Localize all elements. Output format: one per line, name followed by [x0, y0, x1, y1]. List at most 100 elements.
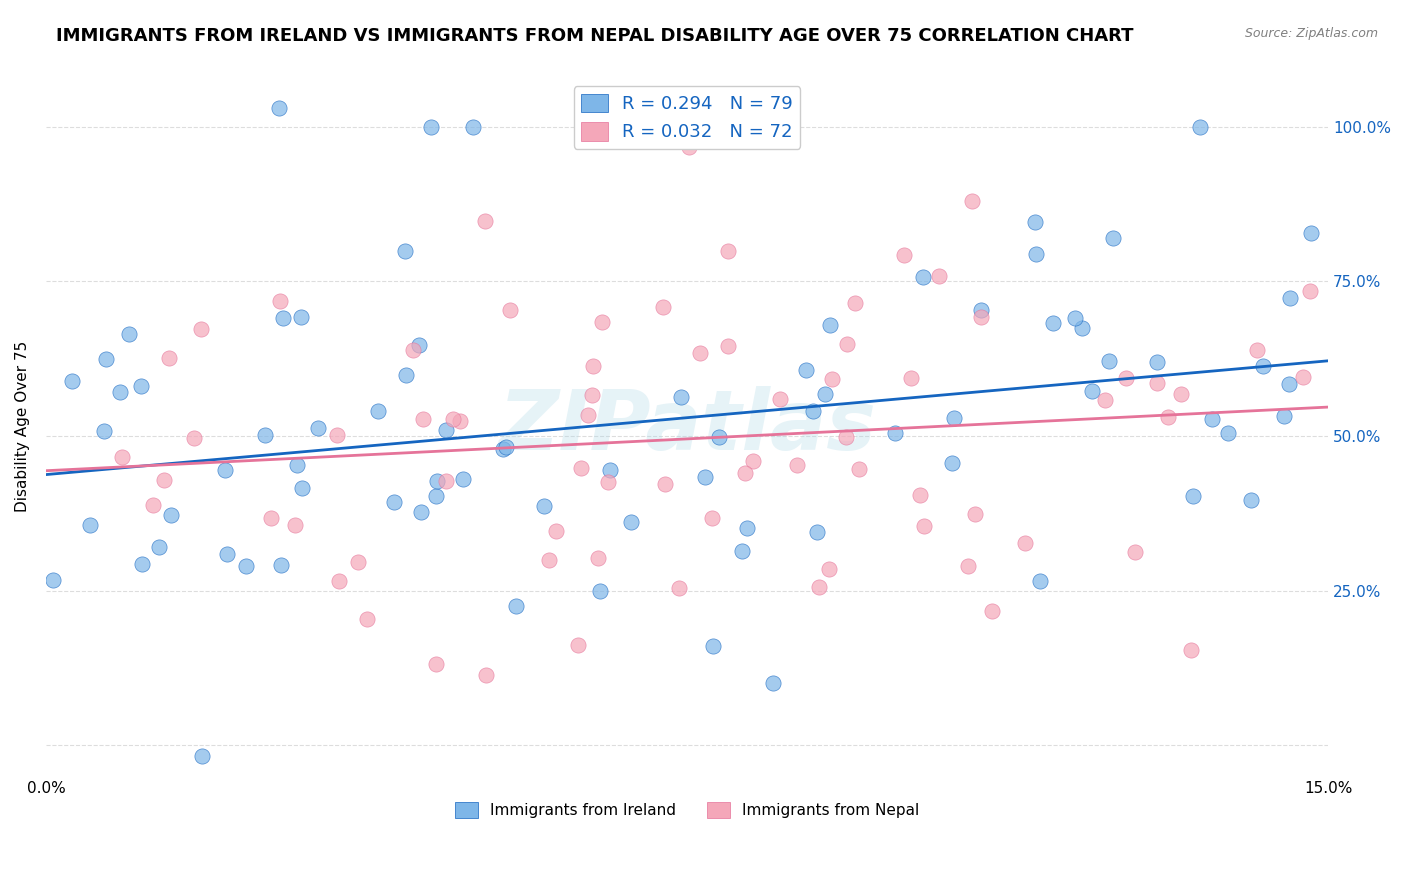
R = 0.294   N = 79: [1278, 377, 1301, 392]
R = 0.294   N = 79: [1024, 215, 1046, 229]
R = 0.032   N = 72: [111, 450, 134, 464]
R = 0.032   N = 72: [1123, 545, 1146, 559]
R = 0.294   N = 79: [1239, 492, 1261, 507]
Text: IMMIGRANTS FROM IRELAND VS IMMIGRANTS FROM NEPAL DISABILITY AGE OVER 75 CORRELAT: IMMIGRANTS FROM IRELAND VS IMMIGRANTS FR…: [56, 27, 1133, 45]
R = 0.032   N = 72: [962, 194, 984, 208]
R = 0.032   N = 72: [591, 316, 613, 330]
R = 0.032   N = 72: [981, 604, 1004, 618]
R = 0.032   N = 72: [588, 550, 610, 565]
R = 0.294   N = 79: [93, 424, 115, 438]
R = 0.032   N = 72: [837, 337, 859, 351]
R = 0.294   N = 79: [129, 379, 152, 393]
R = 0.032   N = 72: [142, 498, 165, 512]
R = 0.032   N = 72: [598, 475, 620, 489]
R = 0.294   N = 79: [1301, 226, 1323, 240]
R = 0.032   N = 72: [835, 430, 858, 444]
R = 0.294   N = 79: [1216, 426, 1239, 441]
R = 0.294   N = 79: [215, 547, 238, 561]
R = 0.294   N = 79: [118, 326, 141, 341]
R = 0.032   N = 72: [963, 508, 986, 522]
R = 0.032   N = 72: [537, 553, 560, 567]
R = 0.294   N = 79: [94, 351, 117, 366]
R = 0.294   N = 79: [214, 463, 236, 477]
R = 0.032   N = 72: [157, 351, 180, 365]
R = 0.032   N = 72: [654, 477, 676, 491]
R = 0.294   N = 79: [806, 525, 828, 540]
R = 0.032   N = 72: [908, 488, 931, 502]
R = 0.032   N = 72: [441, 412, 464, 426]
R = 0.294   N = 79: [131, 557, 153, 571]
R = 0.294   N = 79: [419, 120, 441, 134]
R = 0.032   N = 72: [1180, 643, 1202, 657]
R = 0.294   N = 79: [969, 302, 991, 317]
R = 0.032   N = 72: [957, 559, 980, 574]
R = 0.032   N = 72: [1115, 371, 1137, 385]
R = 0.032   N = 72: [402, 343, 425, 357]
R = 0.032   N = 72: [1014, 536, 1036, 550]
R = 0.032   N = 72: [818, 562, 841, 576]
R = 0.032   N = 72: [567, 638, 589, 652]
R = 0.294   N = 79: [505, 599, 527, 614]
R = 0.032   N = 72: [581, 388, 603, 402]
R = 0.032   N = 72: [581, 359, 603, 373]
R = 0.032   N = 72: [434, 474, 457, 488]
R = 0.294   N = 79: [408, 337, 430, 351]
R = 0.294   N = 79: [735, 521, 758, 535]
R = 0.294   N = 79: [912, 270, 935, 285]
R = 0.294   N = 79: [271, 310, 294, 325]
R = 0.294   N = 79: [160, 508, 183, 523]
R = 0.032   N = 72: [1246, 343, 1268, 358]
R = 0.294   N = 79: [42, 573, 65, 587]
R = 0.294   N = 79: [60, 374, 83, 388]
R = 0.032   N = 72: [269, 294, 291, 309]
R = 0.294   N = 79: [533, 499, 555, 513]
R = 0.032   N = 72: [190, 322, 212, 336]
R = 0.294   N = 79: [395, 368, 418, 382]
R = 0.294   N = 79: [589, 584, 612, 599]
R = 0.294   N = 79: [820, 318, 842, 332]
R = 0.032   N = 72: [651, 300, 673, 314]
R = 0.294   N = 79: [291, 481, 314, 495]
R = 0.032   N = 72: [689, 346, 711, 360]
R = 0.032   N = 72: [284, 517, 307, 532]
R = 0.294   N = 79: [79, 518, 101, 533]
R = 0.032   N = 72: [1292, 370, 1315, 384]
R = 0.294   N = 79: [1182, 489, 1205, 503]
R = 0.294   N = 79: [1188, 120, 1211, 134]
R = 0.294   N = 79: [269, 102, 291, 116]
Text: ZIPatlas: ZIPatlas: [498, 386, 876, 467]
R = 0.294   N = 79: [1080, 384, 1102, 398]
R = 0.294   N = 79: [425, 490, 447, 504]
R = 0.294   N = 79: [1272, 409, 1295, 423]
R = 0.032   N = 72: [328, 574, 350, 589]
R = 0.032   N = 72: [912, 519, 935, 533]
R = 0.032   N = 72: [499, 303, 522, 318]
R = 0.032   N = 72: [347, 555, 370, 569]
R = 0.294   N = 79: [434, 423, 457, 437]
R = 0.294   N = 79: [235, 558, 257, 573]
R = 0.294   N = 79: [367, 403, 389, 417]
R = 0.294   N = 79: [1102, 231, 1125, 245]
R = 0.294   N = 79: [110, 384, 132, 399]
R = 0.294   N = 79: [941, 456, 963, 470]
R = 0.032   N = 72: [578, 408, 600, 422]
R = 0.294   N = 79: [148, 541, 170, 555]
R = 0.294   N = 79: [425, 475, 447, 489]
R = 0.294   N = 79: [394, 244, 416, 258]
R = 0.294   N = 79: [409, 505, 432, 519]
R = 0.032   N = 72: [734, 466, 756, 480]
R = 0.032   N = 72: [449, 413, 471, 427]
R = 0.032   N = 72: [844, 296, 866, 310]
R = 0.032   N = 72: [848, 462, 870, 476]
R = 0.032   N = 72: [821, 372, 844, 386]
R = 0.294   N = 79: [290, 310, 312, 325]
R = 0.294   N = 79: [1071, 321, 1094, 335]
R = 0.032   N = 72: [1298, 284, 1320, 298]
R = 0.294   N = 79: [191, 749, 214, 764]
R = 0.032   N = 72: [808, 580, 831, 594]
R = 0.032   N = 72: [769, 392, 792, 407]
R = 0.294   N = 79: [492, 442, 515, 457]
R = 0.294   N = 79: [707, 430, 730, 444]
R = 0.032   N = 72: [900, 371, 922, 385]
R = 0.032   N = 72: [475, 667, 498, 681]
